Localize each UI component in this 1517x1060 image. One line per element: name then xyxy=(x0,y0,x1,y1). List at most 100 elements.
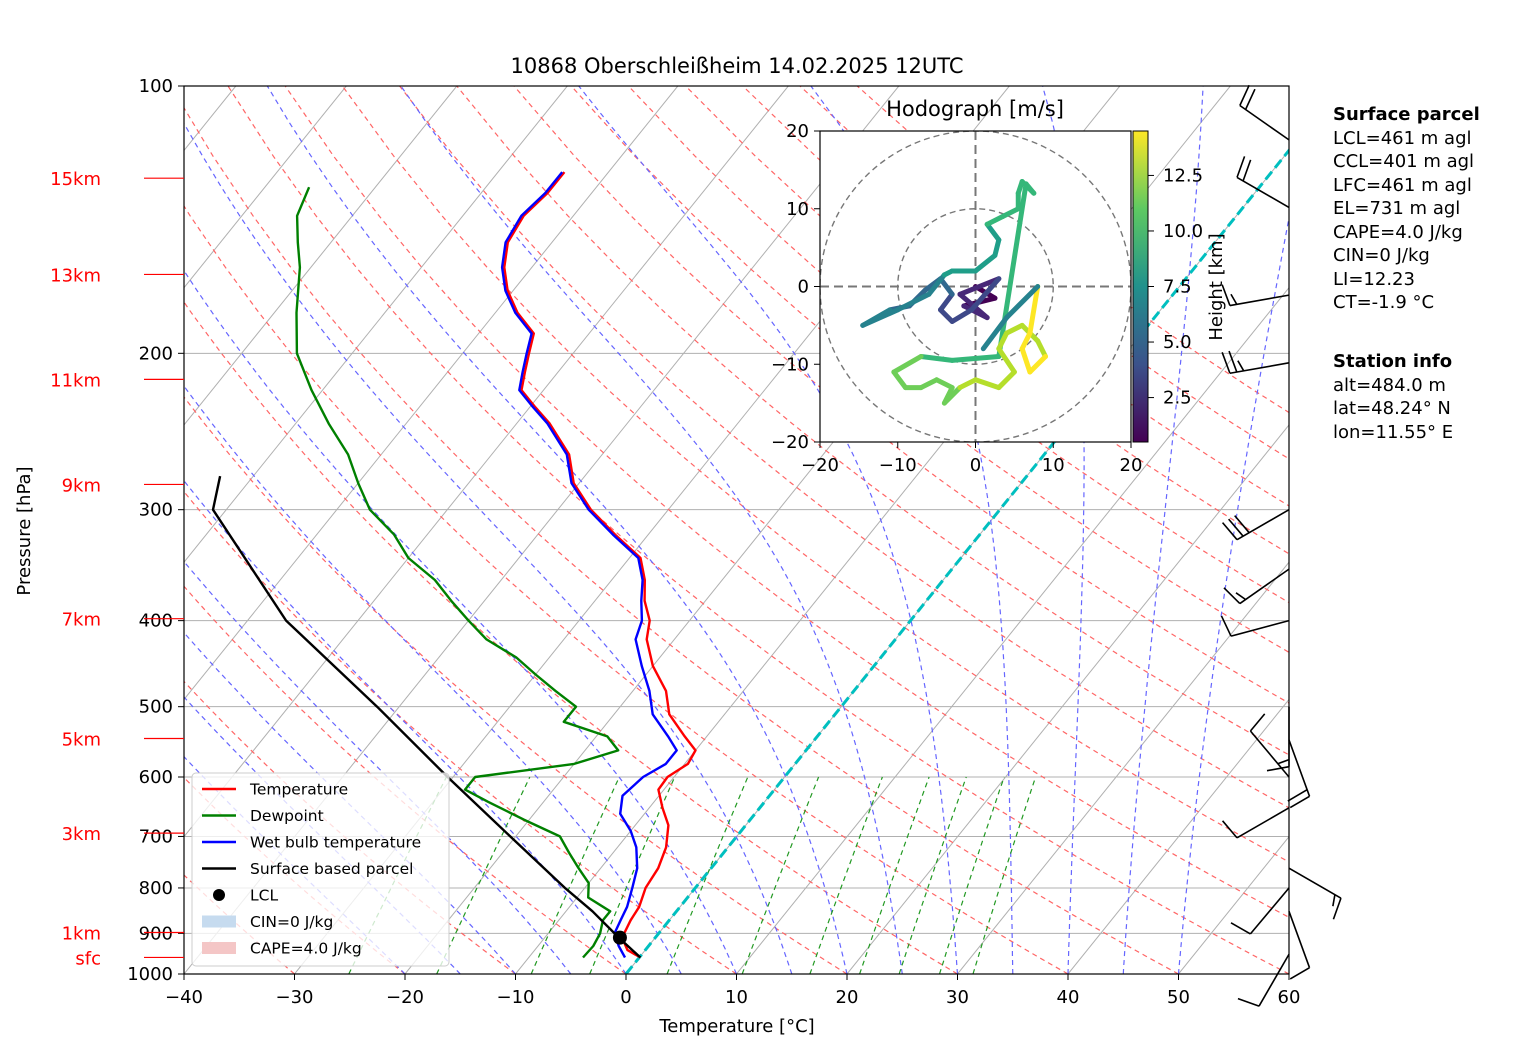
dry-adiabat xyxy=(184,585,627,974)
isotherm-line xyxy=(184,86,679,701)
y-tick-label: 900 xyxy=(139,923,173,944)
y-tick-label: 100 xyxy=(139,76,173,97)
wind-barb-staff xyxy=(1288,911,1311,968)
station-info-panel: Station info alt=484.0 m lat=48.24° N lo… xyxy=(1333,350,1453,444)
wind-barb-staff xyxy=(1229,362,1290,375)
wind-barb-staff xyxy=(1249,730,1290,778)
x-axis-label: Temperature [°C] xyxy=(658,1016,814,1037)
station-info-header: Station info xyxy=(1333,351,1453,372)
colorbar-tick-label: 10.0 xyxy=(1163,221,1203,242)
wind-barb-staff xyxy=(1230,619,1290,637)
wind-barb-feather xyxy=(1287,789,1308,802)
parcel-cin: CIN=0 J/kg xyxy=(1333,245,1430,266)
y-tick-label: 500 xyxy=(139,697,173,718)
parcel-lfc: LFC=461 m agl xyxy=(1333,174,1472,196)
wind-barb-staff xyxy=(1288,739,1311,797)
hodograph-x-tick-label: −20 xyxy=(801,455,839,476)
wind-barb-feather xyxy=(1228,350,1238,373)
wind-barb-feather xyxy=(1266,765,1290,772)
height-marker-label: 11km xyxy=(50,370,101,391)
parcel-lcl: LCL=461 m agl xyxy=(1333,127,1472,149)
moist-adiabat xyxy=(184,385,682,974)
wind-barb-feather xyxy=(1220,615,1232,637)
hodograph-x-tick-label: 20 xyxy=(1120,455,1143,476)
isotherm-line xyxy=(957,561,1289,974)
hodograph-x-tick-label: −10 xyxy=(879,455,917,476)
legend-label: Surface based parcel xyxy=(250,860,413,878)
parcel-cape: CAPE=4.0 J/kg xyxy=(1333,221,1463,243)
hodograph-segment xyxy=(980,315,1010,352)
x-tick-label: 30 xyxy=(946,987,969,1008)
hodograph-segment xyxy=(992,237,1002,258)
isotherm-line xyxy=(184,86,347,289)
legend: Temperature Dewpoint Wet bulb temperature S… xyxy=(191,772,450,967)
hodograph-segment xyxy=(996,181,1029,359)
isotherm-line xyxy=(1067,698,1289,974)
hodograph-segment xyxy=(984,221,1002,243)
hodograph-segment xyxy=(1004,284,1041,321)
wind-barb-feather xyxy=(1228,518,1244,537)
height-marker-label: 15km xyxy=(50,169,101,190)
wind-barb-feather xyxy=(1289,795,1310,809)
mixing-ratio-line xyxy=(741,776,820,974)
colorbar-tick-label: 2.5 xyxy=(1163,388,1192,409)
hodograph-segment xyxy=(949,307,975,324)
station-lon: lon=11.55° E xyxy=(1333,421,1454,443)
dry-adiabat xyxy=(184,301,958,974)
hodograph-title: Hodograph [m/s] xyxy=(886,97,1064,121)
wind-barb-feather xyxy=(1221,820,1238,839)
legend-label: Wet bulb temperature xyxy=(250,834,421,852)
x-tick-label: −10 xyxy=(497,987,535,1008)
legend-swatch-box xyxy=(202,942,236,954)
dry-adiabat xyxy=(341,86,1289,863)
x-tick-label: 20 xyxy=(836,987,859,1008)
chart-title: 10868 Oberschleißheim 14.02.2025 12UTC xyxy=(511,54,964,78)
surface-parcel-panel: Surface parcel LCL=461 m agl CCL=401 m a… xyxy=(1333,103,1480,315)
colorbar-tick-label: 7.5 xyxy=(1163,277,1192,298)
moist-adiabat xyxy=(266,86,848,974)
x-tick-label: 40 xyxy=(1057,987,1080,1008)
hodograph-segment xyxy=(1027,284,1041,336)
isotherm-line xyxy=(0,86,15,974)
y-tick-label: 800 xyxy=(139,878,173,899)
parcel-ccl: CCL=401 m agl xyxy=(1333,151,1475,172)
colorbar-tick-label: 5.0 xyxy=(1163,332,1192,353)
y-tick-label: 1000 xyxy=(127,964,173,985)
wind-barb-staff xyxy=(1239,568,1290,605)
x-tick-label: −30 xyxy=(276,987,314,1008)
hodograph-segment xyxy=(891,369,909,391)
hodograph-segment xyxy=(926,272,947,297)
wind-barb-feather xyxy=(1289,967,1310,980)
wind-barb-feather xyxy=(1223,587,1241,605)
wind-barb-staff xyxy=(1258,953,1290,1007)
wind-barb-feather xyxy=(1221,284,1231,306)
hodograph-segment xyxy=(1000,206,1021,220)
legend-label: LCL xyxy=(250,887,278,905)
station-alt: alt=484.0 m xyxy=(1333,374,1446,396)
y-axis-ticks: 100 200 300 400 500 600 700 800 900 1000 xyxy=(127,76,184,985)
mixing-ratio-line xyxy=(589,776,676,974)
x-tick-label: −20 xyxy=(386,987,424,1008)
mixing-ratio-line xyxy=(436,776,531,974)
hodograph-segment xyxy=(1019,330,1033,352)
hodograph-trace xyxy=(860,179,1048,406)
colorbar-ticks: 2.5 5.0 7.5 10.0 12.5 xyxy=(1148,165,1203,409)
y-tick-label: 700 xyxy=(139,826,173,847)
hodograph-segment xyxy=(957,276,1002,297)
hodograph-segment xyxy=(1027,353,1048,375)
hodograph-segment xyxy=(949,353,1002,363)
moist-adiabat xyxy=(400,86,903,974)
moist-adiabat xyxy=(184,560,572,974)
hodograph-segment xyxy=(891,353,924,375)
hodograph-ticks: −20−20 −10 −10 0 0 10 10 20 20 xyxy=(771,121,1142,476)
x-tick-label: −40 xyxy=(165,987,203,1008)
wind-barb-feather xyxy=(1244,88,1256,110)
wind-barb-feather xyxy=(1235,592,1247,601)
dry-adiabat xyxy=(184,204,1069,974)
moist-adiabat xyxy=(184,269,738,974)
wind-barb-feather xyxy=(1239,84,1250,106)
colorbar-tick-label: 12.5 xyxy=(1163,165,1203,186)
wind-barb-feather xyxy=(1277,758,1290,765)
parcel-ct: CT=-1.9 °C xyxy=(1333,292,1435,313)
hodograph-segment xyxy=(973,252,998,274)
